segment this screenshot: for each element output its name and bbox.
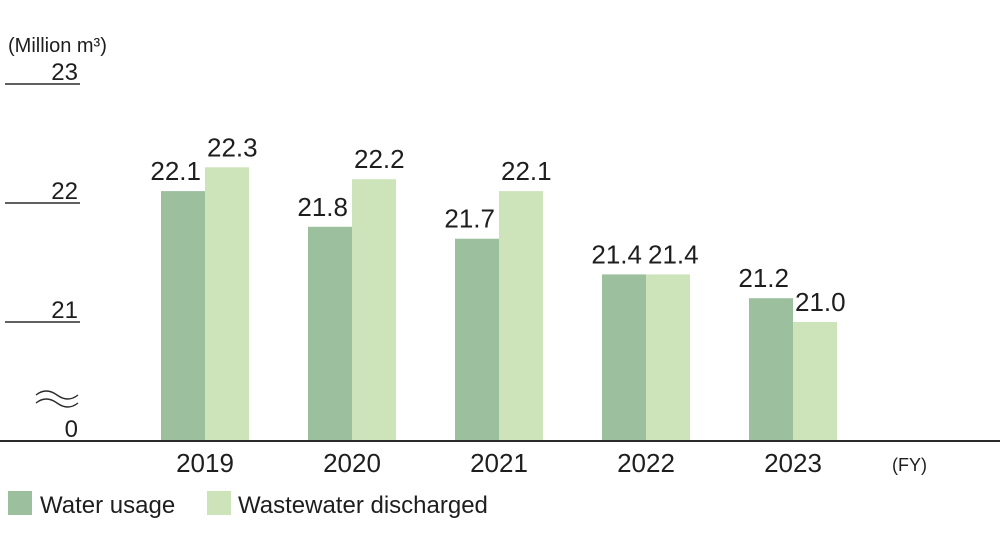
y-tick-label-23: 23 — [51, 59, 78, 86]
value-label-water-usage-2019: 22.1 — [150, 156, 201, 186]
x-axis: 2019 2020 2021 2022 2023 — [176, 448, 822, 478]
bar-wastewater-discharged-2022 — [646, 274, 690, 441]
x-tick-label-2023: 2023 — [764, 448, 822, 478]
bar-water-usage-2021 — [455, 238, 499, 441]
legend-label-water-usage: Water usage — [40, 492, 175, 519]
y-tick-label-0: 0 — [65, 416, 78, 443]
value-label-wastewater-discharged-2023: 21.0 — [795, 287, 846, 317]
y-tick-label-22: 22 — [51, 178, 78, 205]
bars: 22.122.321.822.221.722.121.4 21.421.221.0 — [150, 132, 846, 442]
x-axis-unit-label: (FY) — [892, 455, 927, 475]
bar-wastewater-discharged-2019 — [205, 167, 249, 442]
bar-water-usage-2022 — [602, 274, 646, 441]
value-label-water-usage-2022: 21.4 — [591, 239, 642, 269]
value-label-wastewater-discharged-2019: 22.3 — [207, 132, 258, 162]
bar-wastewater-discharged-2020 — [352, 179, 396, 441]
axis-break-icon — [35, 390, 79, 408]
value-label-water-usage-2020: 21.8 — [297, 192, 348, 222]
bar-water-usage-2020 — [308, 226, 352, 441]
x-tick-label-2020: 2020 — [323, 448, 381, 478]
value-label-water-usage-2021: 21.7 — [444, 204, 495, 234]
value-label-wastewater-discharged-2020: 22.2 — [354, 144, 405, 174]
bar-wastewater-discharged-2021 — [499, 191, 543, 441]
legend-swatch-water-usage — [8, 491, 32, 515]
bar-water-usage-2019 — [161, 191, 205, 441]
value-label-wastewater-discharged-2021: 22.1 — [501, 156, 552, 186]
legend-label-wastewater-discharged: Wastewater discharged — [238, 492, 488, 519]
y-tick-label-21: 21 — [51, 297, 78, 324]
x-tick-label-2019: 2019 — [176, 448, 234, 478]
x-tick-label-2022: 2022 — [617, 448, 675, 478]
y-axis-unit-label: (Million m³) — [8, 35, 107, 57]
value-label-wastewater-discharged-2022: 21.4 — [648, 239, 699, 269]
value-label-water-usage-2023: 21.2 — [738, 263, 789, 293]
bar-wastewater-discharged-2023 — [793, 322, 837, 441]
bar-water-usage-2023 — [749, 298, 793, 441]
x-tick-label-2021: 2021 — [470, 448, 528, 478]
y-axis: 0 21 22 23 — [5, 59, 80, 443]
legend-swatch-wastewater-discharged — [207, 491, 231, 515]
legend: Water usage Wastewater discharged — [8, 491, 488, 519]
